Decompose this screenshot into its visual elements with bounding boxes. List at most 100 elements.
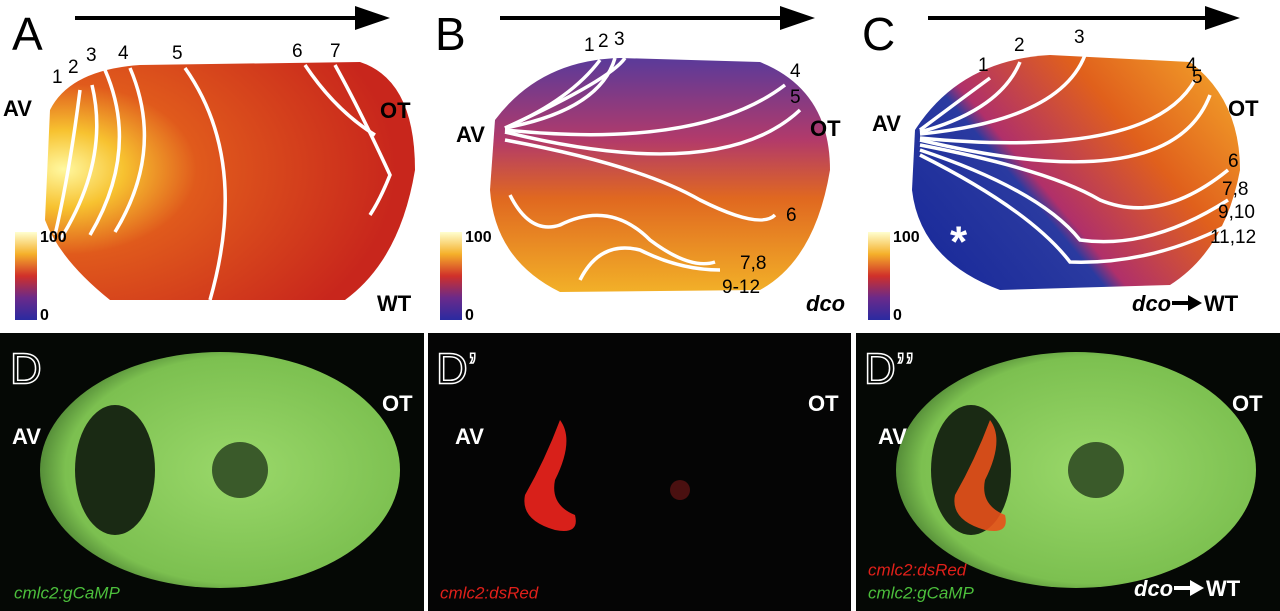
isochrone-label: 1	[978, 55, 989, 76]
arrow-head	[355, 6, 390, 30]
isochrone-label: 5	[790, 87, 801, 108]
panel-bg	[428, 333, 851, 611]
marker: *	[950, 218, 968, 267]
ot-label: OT	[808, 391, 839, 416]
isochrone	[333, 64, 392, 216]
condition-arrow-head	[1188, 295, 1202, 311]
legend: cmlc2:gCaMP	[868, 583, 974, 602]
isochrone	[113, 67, 147, 233]
scale-min: 0	[893, 307, 902, 324]
isochrone-label: 6	[786, 205, 797, 226]
condition: WT	[377, 291, 412, 316]
condition-from: dco	[1132, 291, 1171, 316]
isochrone-label: 4	[1186, 55, 1197, 76]
red-signal	[524, 420, 576, 531]
scale-max: 100	[465, 229, 492, 246]
isochrone	[183, 66, 227, 301]
isochrone	[919, 79, 1197, 145]
condition-arrow-head	[1190, 580, 1204, 596]
panel-b: B 1 2 3 4 5 6 7,8 9-12 AV OT 100 0 dco	[435, 6, 845, 324]
panel-letter: A	[12, 8, 43, 60]
panel-d-double-prime: D’’ AV OT cmlc2:dsRed cmlc2:gCaMP dco WT	[856, 333, 1280, 611]
isochrone	[504, 108, 802, 156]
isochrone-label: 4	[118, 43, 129, 64]
isochrone	[53, 89, 82, 236]
av-label: AV	[12, 424, 41, 449]
chamber	[1068, 442, 1124, 498]
isochrone-label: 5	[1192, 67, 1203, 88]
panel-c: C 1 2 3 4 5 6 7,8 9,10 11,12 AV OT * 100…	[862, 6, 1259, 324]
isochrone-label: 3	[86, 45, 97, 66]
heatmap	[45, 62, 415, 300]
isochrone-label: 1	[52, 67, 63, 88]
isochrone	[919, 143, 1230, 210]
isochrone	[919, 94, 1212, 164]
legend: cmlc2:gCaMP	[14, 583, 120, 602]
isochrone	[504, 138, 777, 222]
isochrone	[88, 69, 122, 236]
scale-min: 0	[465, 307, 474, 324]
panel-letter: B	[435, 8, 466, 60]
isochrone	[58, 84, 99, 241]
ot-label: OT	[382, 391, 413, 416]
isochrone	[918, 76, 992, 132]
isochrone	[919, 61, 1022, 134]
isochrone-label: 4	[790, 61, 801, 82]
chamber	[75, 405, 155, 535]
colorbar	[440, 232, 462, 320]
av-label: AV	[872, 111, 901, 136]
isochrone-label: 2	[68, 57, 79, 78]
ot-label: OT	[380, 98, 411, 123]
isochrone-label: 2	[598, 31, 609, 52]
colorbar	[15, 232, 37, 320]
isochrone-label: 7	[330, 41, 341, 62]
arrow-head	[780, 6, 815, 30]
chamber	[212, 442, 268, 498]
isochrone-label: 2	[1014, 35, 1025, 56]
condition-to: WT	[1206, 576, 1241, 601]
condition-to: WT	[1204, 291, 1239, 316]
panel-d: D AV OT cmlc2:gCaMP	[0, 333, 424, 611]
condition-from: dco	[1134, 576, 1173, 601]
av-label: AV	[3, 96, 32, 121]
isochrone	[504, 83, 787, 137]
isochrone-label: 9-12	[722, 277, 760, 298]
av-label: AV	[456, 122, 485, 147]
panel-d-prime: D’ AV OT cmlc2:dsRed	[428, 333, 851, 611]
panel-a: A 1 2 3 4 5 6 7 AV OT 100 0 WT	[3, 6, 415, 324]
av-label: AV	[878, 424, 907, 449]
scale-max: 100	[40, 229, 67, 246]
isochrone-label: 11,12	[1210, 227, 1256, 248]
isochrone-label: 3	[614, 29, 625, 50]
panel-letter: C	[862, 8, 895, 60]
isochrone	[504, 57, 617, 130]
isochrone-label: 7,8	[740, 253, 766, 274]
scale-max: 100	[893, 229, 920, 246]
isochrone-label: 6	[292, 41, 303, 62]
red-signal	[670, 480, 690, 500]
isochrone	[578, 246, 721, 281]
scale-min: 0	[40, 307, 49, 324]
legend: cmlc2:dsRed	[868, 560, 967, 579]
isochrone	[919, 54, 1087, 136]
panel-letter: D’’	[864, 345, 915, 394]
isochrone-label: 6	[1228, 151, 1239, 172]
isochrone-label: 7,8	[1222, 179, 1248, 200]
ot-label: OT	[1228, 96, 1259, 121]
ot-label: OT	[1232, 391, 1263, 416]
isochrone-label: 3	[1074, 27, 1085, 48]
isochrone	[919, 148, 1229, 244]
red-signal	[954, 420, 1006, 531]
heatmap	[490, 58, 830, 292]
isochrone-label: 1	[584, 35, 595, 56]
av-label: AV	[455, 424, 484, 449]
condition: dco	[806, 291, 845, 316]
ot-label: OT	[810, 116, 841, 141]
isochrone	[508, 194, 716, 266]
isochrone-label: 5	[172, 43, 183, 64]
isochrone	[504, 56, 627, 130]
legend: cmlc2:dsRed	[440, 583, 539, 602]
